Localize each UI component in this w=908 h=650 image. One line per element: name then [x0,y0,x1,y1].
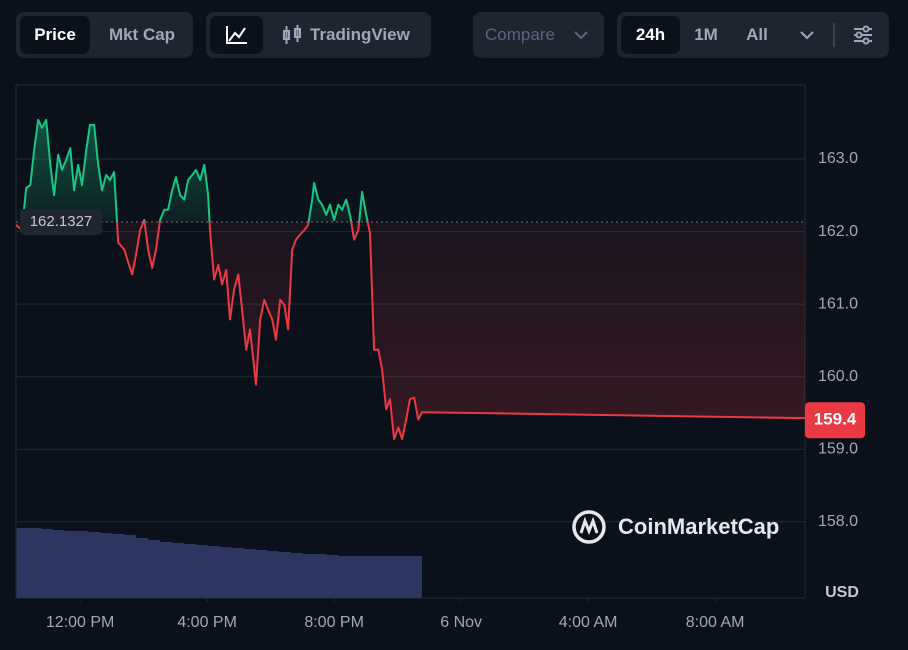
volume-bar [254,550,268,598]
volume-bar [64,531,77,598]
volume-bar [302,554,315,598]
separator [833,23,835,47]
current-price-label: 159.4 [814,410,857,429]
price-area [16,119,805,440]
range-chevron[interactable] [797,25,817,45]
range-24h[interactable]: 24h [621,16,680,54]
x-tick-label: 12:00 PM [46,614,114,631]
volume-bar [207,546,220,598]
volume-bar [290,553,303,598]
x-tick-label: 4:00 PM [177,614,237,631]
volume-bar [385,556,399,598]
range-all[interactable]: All [746,25,768,44]
volume-bar [373,556,387,598]
compare-label: Compare [485,25,555,44]
volume-bar [16,528,30,598]
x-tick-label: 6 Nov [440,614,482,631]
volume-bar [242,549,256,598]
volume-bar [338,556,351,598]
price-toggle: Price Mkt Cap [16,12,193,58]
x-tick-label: 8:00 AM [686,614,745,631]
volume-bar [409,556,422,598]
tradingview-label: TradingView [310,25,410,44]
volume-bar [397,556,411,598]
volume-bar [123,535,137,598]
price-button[interactable]: Price [20,16,90,54]
y-tick-label: 162.0 [818,223,858,240]
volume-bar [99,533,113,598]
baseline-label: 162.1327 [30,213,93,230]
compare-dropdown[interactable]: Compare [473,12,604,58]
price-line [15,118,806,441]
y-tick-label: 161.0 [818,295,858,312]
volume-bar [28,528,41,598]
line-chart-button[interactable] [210,16,263,54]
volume-bar [195,545,208,598]
volume-bar [76,531,89,598]
range-toggle: 24h 1M All [617,12,889,58]
volume-bar [135,538,149,598]
candle-icon [283,25,301,44]
volume-bar [219,547,232,598]
volume-bar [183,544,196,598]
y-tick-label: 159.0 [818,440,858,457]
y-tick-label: 158.0 [818,513,858,530]
chart-type-toggle: TradingView [206,12,431,58]
volume-bar [52,530,65,598]
volume-bar [111,534,125,598]
volume-bar [361,556,375,598]
volume-bar [147,540,161,598]
volume-bar [230,548,244,598]
volume-bar [314,554,327,598]
volume-bar [278,552,291,598]
watermark: CoinMarketCap [572,510,779,544]
chevron [574,31,588,40]
y-tick-label: 160.0 [818,368,858,385]
x-tick-label: 4:00 AM [559,614,618,631]
y-axis-unit: USD [825,584,859,601]
volume-bar [159,542,172,598]
x-tick-label: 8:00 PM [304,614,364,631]
tradingview-button[interactable]: TradingView [276,16,426,54]
volume-bar [171,543,184,598]
volume-bar [88,532,101,598]
line-icon [226,26,247,44]
current-price-tag [805,402,865,439]
volume-bar [266,551,280,598]
range-1m[interactable]: 1M [694,25,718,44]
mkt-cap-button[interactable]: Mkt Cap [108,25,176,44]
volume-bar [40,529,53,598]
watermark-text: CoinMarketCap [618,514,779,539]
settings-icon[interactable] [851,23,875,47]
baseline-tag [20,208,102,235]
volume-bar [326,555,339,598]
y-tick-label: 163.0 [818,150,858,167]
volume-bar [350,556,363,598]
